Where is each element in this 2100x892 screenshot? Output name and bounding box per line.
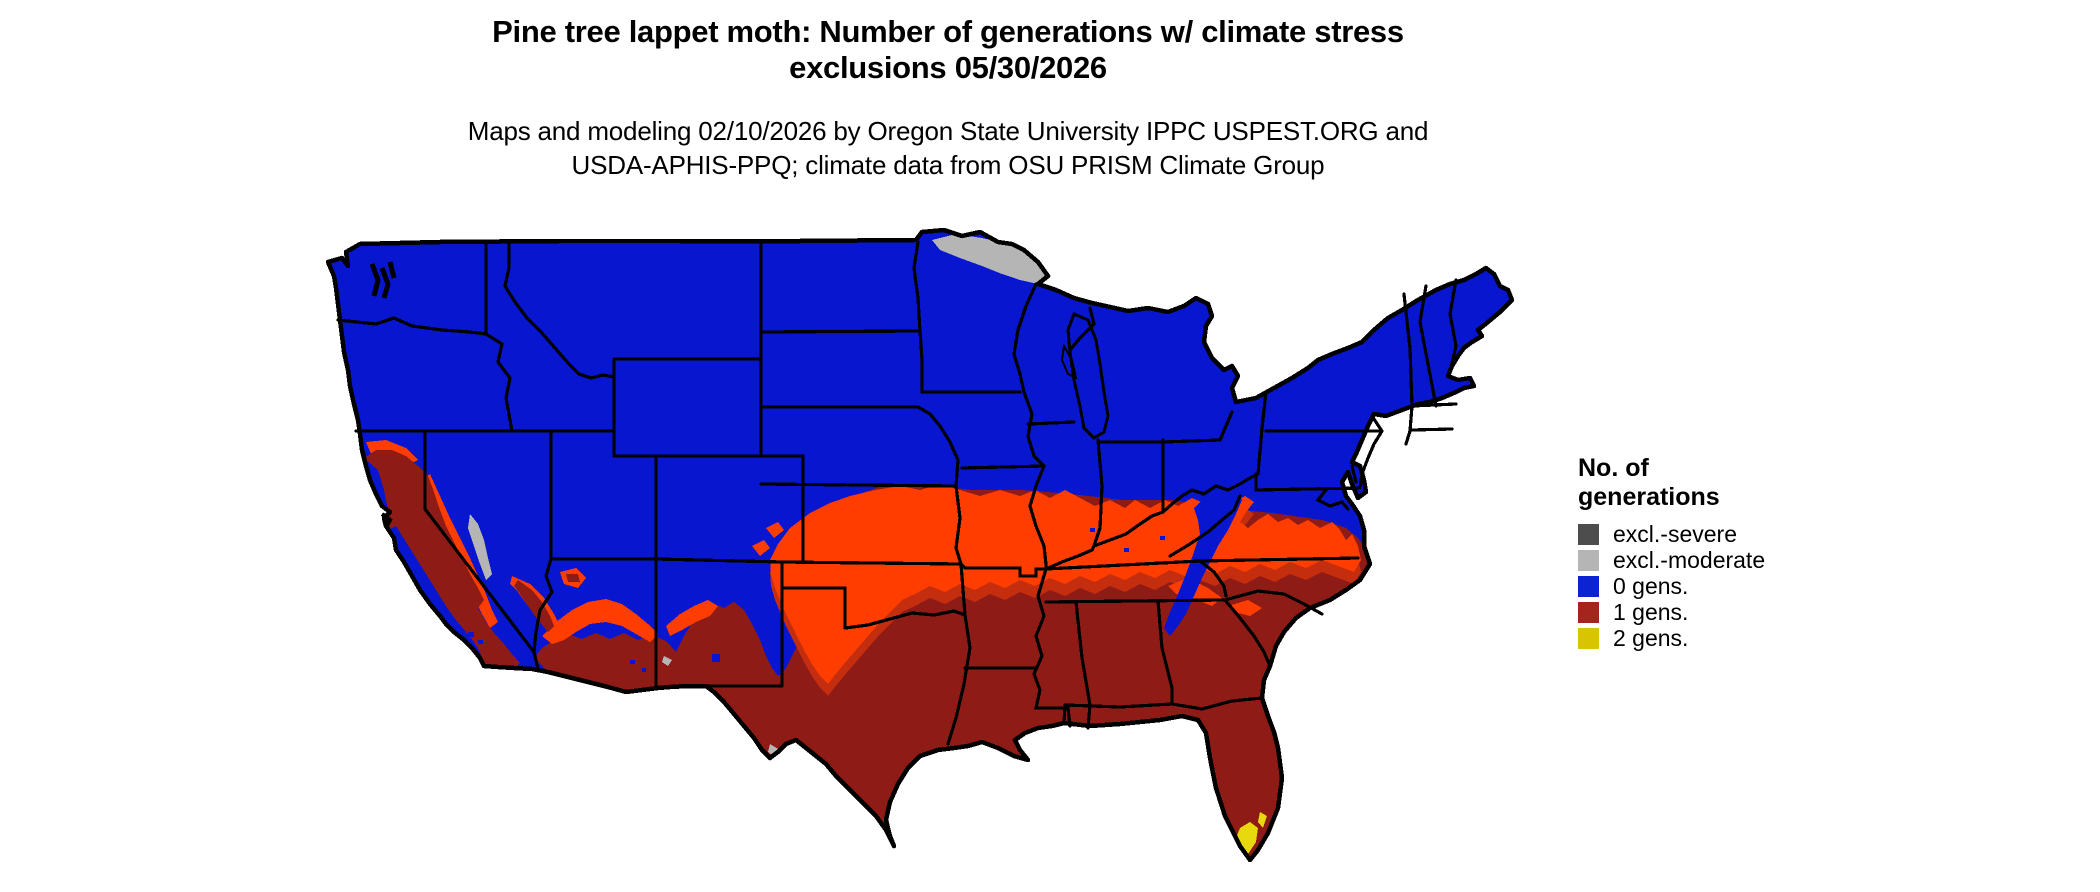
map-subtitle: Maps and modeling 02/10/2026 by Oregon S… xyxy=(320,114,1576,182)
legend-label-2-gens: 2 gens. xyxy=(1613,625,1689,651)
legend-title-line2: generations xyxy=(1578,483,1720,511)
us-generations-map xyxy=(320,228,1560,892)
puget-sound-detail xyxy=(369,261,397,299)
region-2-gens-florida-texas xyxy=(886,812,1267,860)
legend-label-1-gens: 1 gens. xyxy=(1613,599,1689,625)
legend-item-excl-moderate: excl.-moderate xyxy=(1578,547,1898,573)
legend-items: excl.-severe excl.-moderate 0 gens. 1 ge… xyxy=(1578,521,1898,651)
region-transition-california-fringe xyxy=(366,440,586,636)
legend-swatch-excl-severe xyxy=(1578,523,1599,545)
legend-swatch-0-gens xyxy=(1578,575,1599,597)
legend-item-2-gens: 2 gens. xyxy=(1578,625,1898,651)
region-1-gen-california xyxy=(364,450,520,668)
map-title-line2: exclusions 05/30/2026 xyxy=(789,50,1107,85)
state-borders xyxy=(336,240,1458,746)
legend-title-line1: No. of xyxy=(1578,454,1649,482)
us-map-svg xyxy=(320,228,1560,892)
legend: No. of generations excl.-severe excl.-mo… xyxy=(1578,454,1898,651)
legend-swatch-2-gens xyxy=(1578,627,1599,649)
green-bay xyxy=(1060,342,1078,380)
legend-swatch-excl-moderate xyxy=(1578,549,1599,571)
legend-label-excl-severe: excl.-severe xyxy=(1613,521,1737,547)
legend-swatch-1-gens xyxy=(1578,601,1599,623)
legend-item-1-gens: 1 gens. xyxy=(1578,599,1898,625)
map-title: Pine tree lappet moth: Number of generat… xyxy=(320,14,1576,86)
legend-label-excl-moderate: excl.-moderate xyxy=(1613,547,1766,573)
map-title-line1: Pine tree lappet moth: Number of generat… xyxy=(492,14,1404,49)
region-transition-arizona-rim xyxy=(542,522,784,644)
map-subtitle-line2: USDA-APHIS-PPQ; climate data from OSU PR… xyxy=(571,150,1325,180)
region-excl-moderate-minnesota xyxy=(932,234,1046,284)
region-1-gen-nevada-utah xyxy=(514,574,580,632)
legend-title: No. of generations xyxy=(1578,454,1898,512)
legend-label-0-gens: 0 gens. xyxy=(1613,573,1689,599)
legend-item-0-gens: 0 gens. xyxy=(1578,573,1898,599)
map-subtitle-line1: Maps and modeling 02/10/2026 by Oregon S… xyxy=(467,116,1429,146)
legend-item-excl-severe: excl.-severe xyxy=(1578,521,1898,547)
